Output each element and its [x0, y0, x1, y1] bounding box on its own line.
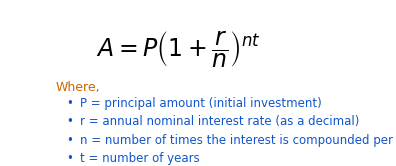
Text: •: •	[67, 97, 73, 110]
Text: •: •	[67, 152, 73, 165]
Text: n = number of times the interest is compounded per year: n = number of times the interest is comp…	[80, 134, 396, 147]
Text: $A = P\left(1 + \dfrac{r}{n}\right)^{nt}$: $A = P\left(1 + \dfrac{r}{n}\right)^{nt}…	[96, 29, 261, 69]
Text: t = number of years: t = number of years	[80, 152, 200, 165]
Text: Where,: Where,	[55, 81, 100, 94]
Text: P = principal amount (initial investment): P = principal amount (initial investment…	[80, 97, 322, 110]
Text: r = annual nominal interest rate (as a decimal): r = annual nominal interest rate (as a d…	[80, 115, 360, 128]
Text: •: •	[67, 115, 73, 128]
Text: •: •	[67, 134, 73, 147]
